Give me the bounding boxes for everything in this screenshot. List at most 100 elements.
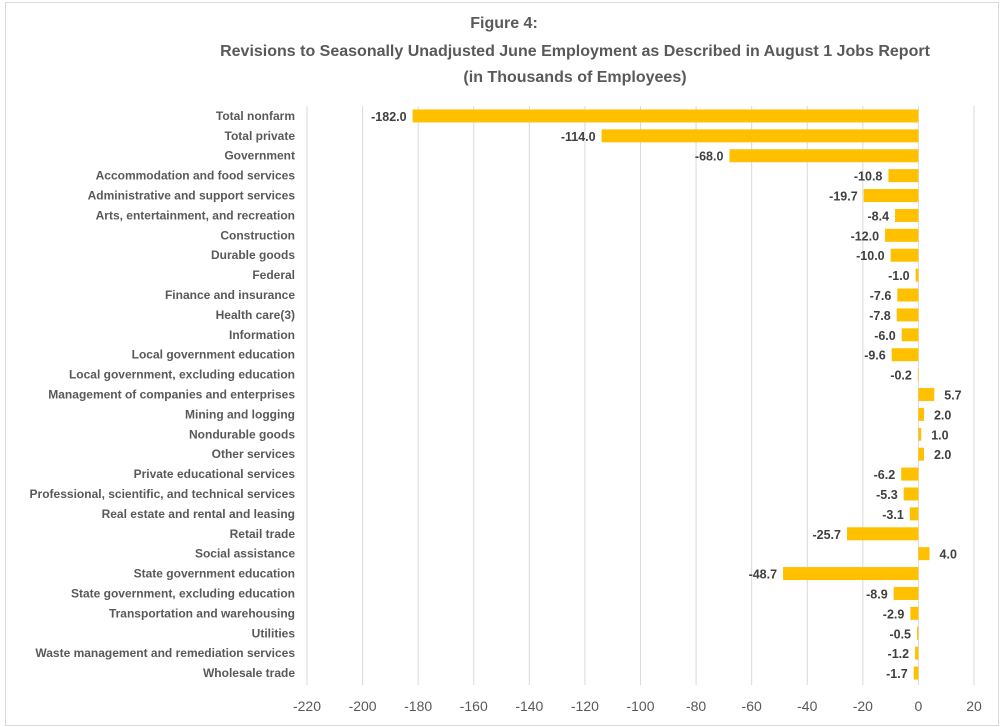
- x-tick-label: -160: [460, 698, 488, 714]
- bar: [913, 666, 919, 680]
- bar: [917, 626, 919, 640]
- data-label: 2.0: [934, 448, 951, 462]
- data-label: -2.9: [883, 607, 905, 621]
- bar: [910, 606, 919, 620]
- category-label: Local government education: [132, 348, 295, 362]
- category-label: Administrative and support services: [88, 189, 296, 203]
- bar: [915, 646, 919, 660]
- data-label: -12.0: [851, 229, 880, 243]
- category-label: Social assistance: [195, 547, 295, 561]
- category-label: Accommodation and food services: [96, 169, 296, 183]
- data-label: -5.3: [876, 488, 898, 502]
- category-label: Professional, scientific, and technical …: [30, 487, 296, 501]
- bar: [412, 109, 919, 123]
- data-label: -7.6: [870, 289, 892, 303]
- data-label: -0.2: [890, 369, 912, 383]
- data-label: -6.2: [874, 468, 896, 482]
- x-tick-label: -140: [515, 698, 543, 714]
- data-label: 2.0: [934, 408, 951, 422]
- bar: [909, 507, 919, 521]
- bar: [918, 547, 930, 561]
- data-label: -1.7: [886, 667, 908, 681]
- x-tick-label: -100: [626, 698, 654, 714]
- data-label: 1.0: [931, 428, 948, 442]
- data-label: 5.7: [944, 389, 961, 403]
- category-label: Federal: [252, 268, 295, 282]
- category-label: Other services: [212, 447, 296, 461]
- data-label: -68.0: [695, 150, 724, 164]
- category-label: State government, excluding education: [71, 586, 295, 600]
- data-label: -9.6: [864, 349, 886, 363]
- x-tick-label: -120: [571, 698, 599, 714]
- category-label: Total nonfarm: [216, 109, 295, 123]
- category-label: Construction: [220, 228, 295, 242]
- bar: [917, 368, 919, 382]
- x-tick-label: -180: [404, 698, 432, 714]
- category-label: Utilities: [252, 626, 296, 640]
- bar: [890, 248, 919, 262]
- x-tick-label: 20: [966, 698, 982, 714]
- data-label: -182.0: [371, 110, 406, 124]
- chart-subtitle: Revisions to Seasonally Unadjusted June …: [220, 43, 930, 60]
- bar: [918, 407, 924, 421]
- category-label: Health care(3): [216, 308, 295, 322]
- bar: [918, 447, 924, 461]
- category-label: Durable goods: [211, 248, 295, 262]
- data-label: -10.0: [856, 249, 885, 263]
- category-label: Total private: [225, 129, 296, 143]
- bar: [601, 129, 919, 143]
- data-label: -8.9: [866, 587, 888, 601]
- bar: [863, 189, 919, 203]
- category-label: Wholesale trade: [203, 666, 295, 680]
- category-label: Mining and logging: [185, 407, 295, 421]
- category-label: State government education: [134, 567, 295, 581]
- category-label: Local government, excluding education: [69, 368, 295, 382]
- chart-frame: [5, 2, 999, 726]
- category-label: Government: [224, 149, 295, 163]
- chart-title: Figure 4:: [470, 15, 538, 32]
- bar: [885, 228, 919, 242]
- x-tick-label: -60: [742, 698, 762, 714]
- bar: [888, 169, 919, 183]
- chart-subtitle-units: (in Thousands of Employees): [463, 69, 686, 86]
- x-tick-label: -20: [853, 698, 873, 714]
- data-label: -6.0: [874, 329, 896, 343]
- data-label: -19.7: [829, 190, 858, 204]
- data-label: -1.2: [888, 647, 910, 661]
- data-label: -8.4: [868, 209, 890, 223]
- category-label: Real estate and rental and leasing: [102, 507, 295, 521]
- category-label: Nondurable goods: [189, 427, 295, 441]
- bar: [918, 388, 935, 401]
- bar: [846, 527, 919, 541]
- bar: [901, 467, 919, 481]
- bar: [895, 208, 919, 222]
- x-tick-label: -80: [686, 698, 706, 714]
- x-tick-label: 0: [915, 698, 923, 714]
- bar: [891, 348, 919, 362]
- data-label: -7.8: [869, 309, 891, 323]
- x-tick-label: -200: [349, 698, 377, 714]
- data-label: -0.5: [889, 627, 911, 641]
- data-label: -25.7: [812, 528, 841, 542]
- bar: [896, 308, 919, 322]
- bar: [893, 586, 919, 600]
- bar: [918, 427, 922, 441]
- bar: [901, 328, 919, 342]
- bar: [783, 567, 919, 581]
- x-tick-label: -40: [797, 698, 817, 714]
- bar: [729, 149, 919, 163]
- category-label: Waste management and remediation service…: [35, 646, 295, 660]
- data-label: 4.0: [940, 548, 957, 562]
- data-label: -1.0: [888, 269, 910, 283]
- bar: [897, 288, 919, 302]
- category-label: Management of companies and enterprises: [48, 388, 295, 402]
- category-label: Information: [229, 328, 295, 342]
- data-label: -10.8: [854, 170, 883, 184]
- bar: [903, 487, 919, 501]
- category-label: Arts, entertainment, and recreation: [96, 208, 295, 222]
- bar: [915, 268, 919, 282]
- data-label: -48.7: [749, 568, 778, 582]
- data-label: -3.1: [882, 508, 904, 522]
- category-label: Transportation and warehousing: [109, 606, 295, 620]
